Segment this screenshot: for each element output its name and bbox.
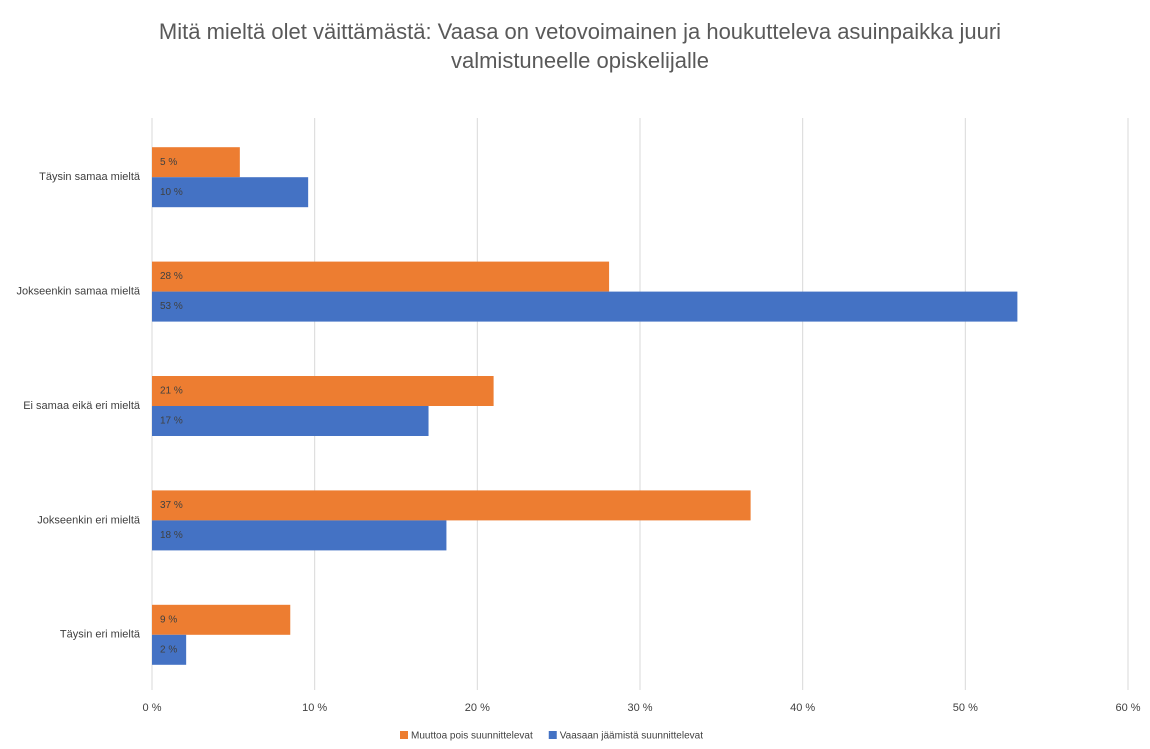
y-tick-label: Täysin samaa mieltä bbox=[39, 171, 141, 183]
bar bbox=[152, 291, 1018, 322]
y-tick-label: Jokseenkin samaa mieltä bbox=[16, 286, 140, 298]
bar bbox=[152, 604, 291, 635]
x-tick-label: 60 % bbox=[1115, 702, 1140, 714]
value-label: 2 % bbox=[160, 644, 177, 655]
bar bbox=[152, 520, 447, 551]
legend-label: Vaasaan jäämistä suunnittelevat bbox=[560, 731, 703, 742]
legend-label: Muuttoa pois suunnittelevat bbox=[411, 731, 533, 742]
value-label: 21 % bbox=[160, 386, 183, 397]
bar bbox=[152, 406, 429, 436]
y-tick-label: Ei samaa eikä eri mieltä bbox=[23, 400, 141, 412]
bar bbox=[152, 490, 751, 521]
x-tick-label: 10 % bbox=[302, 702, 327, 714]
value-label: 53 % bbox=[160, 301, 183, 312]
x-tick-label: 20 % bbox=[465, 702, 490, 714]
x-tick-label: 50 % bbox=[953, 702, 978, 714]
chart-title: Mitä mieltä olet väittämästä: Vaasa on v… bbox=[159, 19, 1001, 73]
x-tick-label: 30 % bbox=[627, 702, 652, 714]
value-label: 18 % bbox=[160, 530, 183, 541]
value-label: 37 % bbox=[160, 500, 183, 511]
x-tick-label: 0 % bbox=[143, 702, 162, 714]
bar bbox=[152, 261, 610, 292]
value-label: 5 % bbox=[160, 157, 177, 168]
bar bbox=[152, 147, 240, 178]
y-tick-label: Jokseenkin eri mieltä bbox=[37, 514, 141, 526]
value-label: 28 % bbox=[160, 271, 183, 282]
bar bbox=[152, 177, 309, 208]
bar bbox=[152, 376, 494, 406]
value-label: 9 % bbox=[160, 614, 177, 625]
value-label: 17 % bbox=[160, 416, 183, 427]
value-label: 10 % bbox=[160, 187, 183, 198]
y-tick-label: Täysin eri mieltä bbox=[60, 629, 141, 641]
legend-swatch bbox=[548, 731, 557, 739]
bar bbox=[152, 634, 187, 665]
legend-swatch bbox=[400, 731, 408, 739]
x-tick-label: 40 % bbox=[790, 702, 815, 714]
